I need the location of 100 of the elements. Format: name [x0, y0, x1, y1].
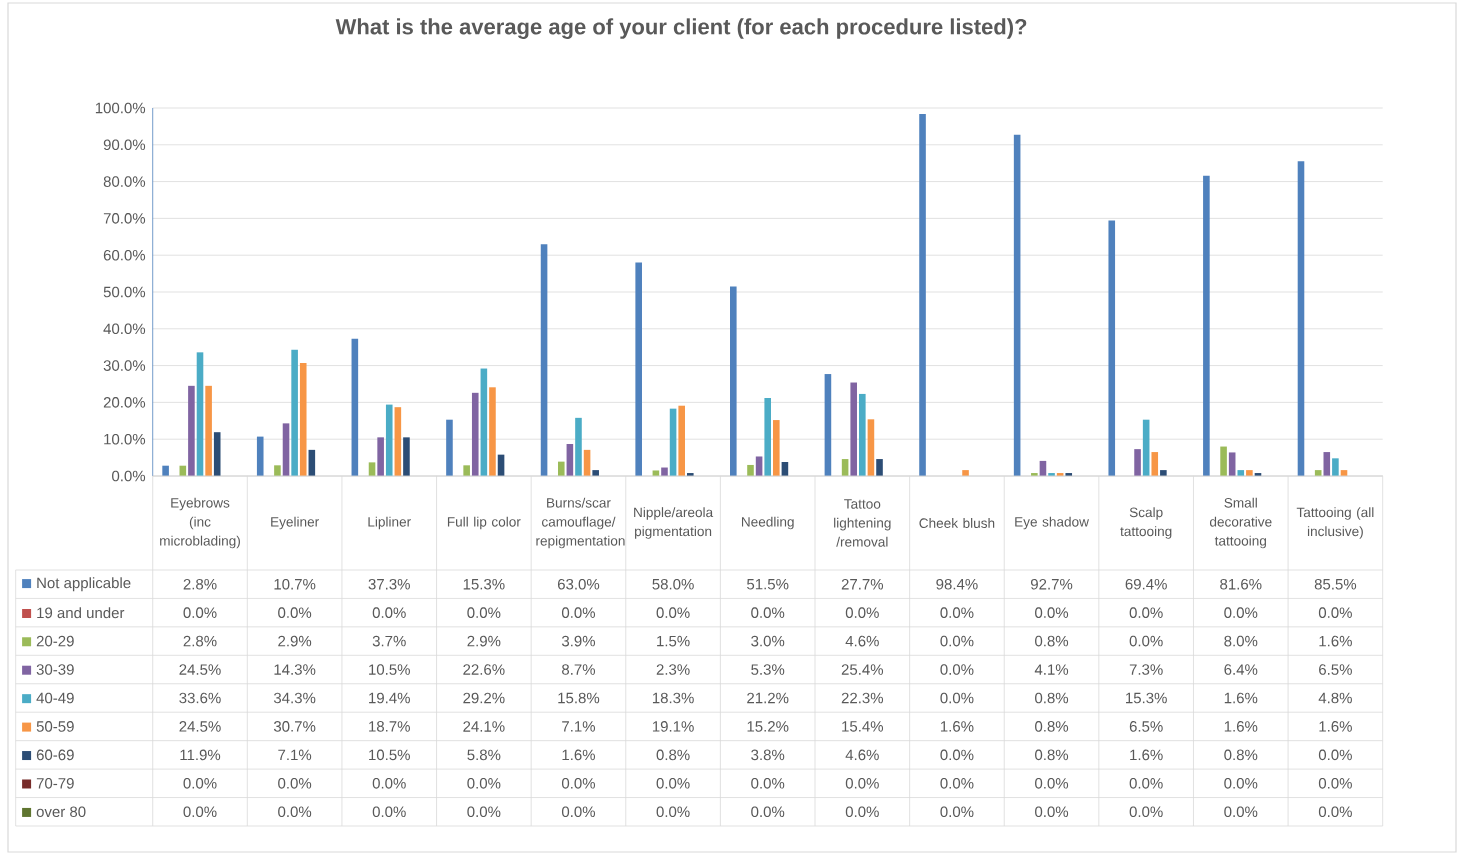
- data-label: 1.6%: [1130, 749, 1163, 761]
- data-label: 0.0%: [561, 806, 596, 818]
- data-label: 2.9%: [467, 635, 501, 647]
- bar: [824, 374, 832, 476]
- data-label: 0.0%: [1129, 778, 1163, 789]
- data-label: 3.7%: [372, 635, 406, 647]
- data-label: 0.8%: [1035, 721, 1069, 732]
- data-label: 0.0%: [1129, 635, 1163, 647]
- legend-label: 60-69: [36, 749, 74, 761]
- bar: [962, 470, 969, 476]
- legend-label: 40-49: [36, 692, 74, 704]
- y-tick-label: 40.0%: [103, 323, 146, 335]
- x-tick-label: Eyebrows (inc microblading): [160, 497, 240, 549]
- bar: [403, 437, 410, 476]
- x-tick-label: Scalp tattooing: [1120, 507, 1172, 539]
- data-label: 0.0%: [467, 607, 501, 618]
- bar: [282, 423, 290, 476]
- data-label: 10.7%: [274, 578, 316, 590]
- bar: [291, 349, 298, 476]
- data-label: 81.6%: [1220, 578, 1262, 590]
- data-label: 0.0%: [372, 607, 406, 618]
- data-label: 0.0%: [940, 749, 974, 761]
- bar: [1151, 452, 1159, 476]
- data-label: 11.9%: [180, 749, 221, 761]
- bar: [1160, 470, 1167, 476]
- data-label: 24.1%: [463, 721, 505, 732]
- data-label: 1.5%: [657, 635, 690, 647]
- data-label: 15.8%: [558, 692, 600, 704]
- x-tick-label: Nipple/areola pigmentation: [634, 507, 714, 539]
- data-label: 0.0%: [467, 778, 501, 789]
- y-tick-label: 70.0%: [103, 213, 146, 224]
- data-label: 58.0%: [652, 578, 694, 590]
- legend-label: Not applicable: [37, 577, 131, 592]
- data-label: 0.8%: [656, 749, 690, 761]
- data-label: 18.3%: [652, 692, 694, 704]
- bar: [394, 407, 402, 476]
- data-label: 63.0%: [557, 578, 600, 590]
- bar: [764, 397, 771, 476]
- data-label: 1.6%: [562, 749, 596, 761]
- data-label: 2.3%: [656, 664, 690, 675]
- data-label: 1.6%: [1224, 692, 1258, 704]
- data-label: 0.0%: [940, 806, 974, 818]
- data-label: 30.7%: [273, 721, 316, 732]
- data-label: 0.8%: [1035, 749, 1069, 761]
- data-label: 33.6%: [179, 692, 221, 704]
- bar: [463, 465, 470, 476]
- bar: [299, 363, 307, 476]
- data-label: 15.3%: [1126, 692, 1167, 704]
- data-label: 6.4%: [1224, 664, 1258, 675]
- bar: [471, 392, 479, 476]
- bar: [213, 432, 221, 476]
- data-label: 0.8%: [1224, 749, 1258, 761]
- data-label: 0.0%: [656, 778, 690, 789]
- bar: [274, 465, 281, 476]
- bar: [1237, 470, 1245, 476]
- data-label: 34.3%: [273, 692, 316, 704]
- data-label: 0.0%: [561, 778, 596, 789]
- data-label: 0.8%: [1035, 692, 1069, 704]
- data-label: 0.0%: [1318, 806, 1352, 818]
- data-label: 10.5%: [369, 664, 410, 675]
- data-label: 0.0%: [1035, 607, 1069, 618]
- data-label: 1.6%: [1224, 721, 1258, 732]
- y-tick-label: 90.0%: [103, 139, 146, 151]
- data-label: 24.5%: [179, 664, 221, 675]
- data-label: 0.0%: [1318, 607, 1352, 618]
- data-label: 0.0%: [183, 778, 217, 789]
- data-label: 27.7%: [841, 578, 884, 590]
- data-label: 6.5%: [1129, 721, 1163, 732]
- data-label: 25.4%: [841, 664, 884, 675]
- data-label: 0.0%: [1035, 778, 1069, 789]
- bar: [1134, 449, 1141, 476]
- data-label: 7.1%: [278, 749, 312, 761]
- data-label: 15.2%: [747, 721, 789, 732]
- data-label: 0.0%: [656, 607, 690, 618]
- x-tick-label: Tattoo lightening /removal: [834, 499, 891, 547]
- data-label: 0.0%: [940, 664, 974, 675]
- data-label: 7.3%: [1129, 664, 1163, 675]
- data-label: 0.0%: [1224, 806, 1258, 818]
- data-label: 0.0%: [1224, 778, 1258, 789]
- x-tick-label: Needling: [741, 516, 794, 530]
- bar: [1203, 175, 1210, 476]
- legend-label: 19 and under: [37, 607, 125, 619]
- data-label: 1.6%: [940, 721, 974, 732]
- data-label: 22.6%: [463, 664, 505, 675]
- bar: [1220, 446, 1227, 476]
- data-label: 0.0%: [940, 692, 974, 704]
- bar: [592, 470, 599, 476]
- x-tick-label: Lipliner: [368, 516, 411, 530]
- data-label: 29.2%: [463, 692, 505, 704]
- data-label: 18.7%: [369, 721, 410, 732]
- data-label: 0.0%: [1318, 778, 1352, 789]
- data-label: 0.0%: [278, 806, 312, 818]
- data-label: 14.3%: [274, 664, 316, 675]
- data-label: 15.3%: [463, 578, 505, 590]
- x-tick-label: Full lip color: [447, 516, 521, 530]
- data-label: 0.8%: [1035, 635, 1069, 647]
- bar: [196, 352, 204, 476]
- data-label: 0.0%: [372, 806, 406, 818]
- bar: [1246, 470, 1253, 476]
- legend-label: over 80: [36, 806, 86, 818]
